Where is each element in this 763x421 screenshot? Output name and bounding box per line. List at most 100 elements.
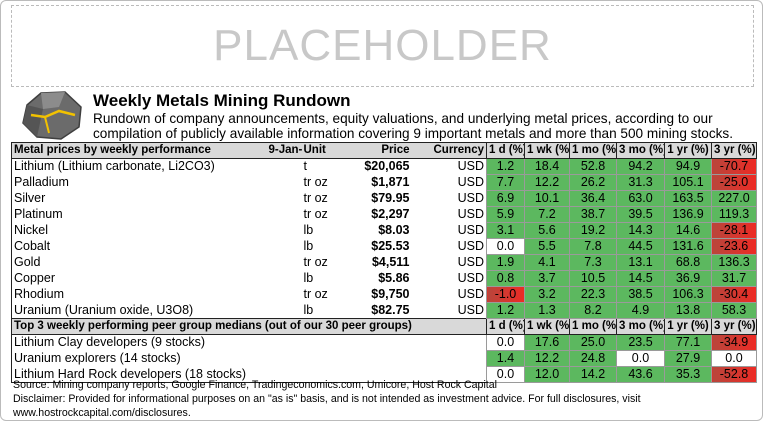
price: $79.95 [371,191,410,205]
change-cell: 38.5 [616,286,665,303]
change-cell: 3.1 [486,222,525,239]
change-cell: 22.3 [569,286,617,303]
price: $2,297 [371,207,410,221]
metal-name: Platinum [14,207,63,221]
metal-name: Nickel [14,223,49,237]
change-cell: 35.3 [664,366,712,383]
change-cell: 4.9 [616,302,665,319]
change-cell: 13.8 [664,302,712,319]
table: Metal prices by weekly performance 9-Jan-… [11,142,757,383]
currency: USD [457,191,484,205]
unit: lb [303,239,314,253]
change-cell: 7.7 [486,174,525,191]
change-cell: 14.2 [569,366,617,383]
change-cell: 14.6 [664,222,712,239]
change-cell: 58.3 [711,302,757,319]
metal-name: Copper [14,271,55,285]
metal-row: Silver tr oz $79.95 USD 6.9 10.1 36.4 63.0 163.5… [12,190,757,207]
metal-row: Palladium tr oz $1,871 USD 7.7 12.2 26.2 31.3 10… [12,174,757,191]
unit: lb [303,223,314,237]
price: $8.03 [378,223,410,237]
change-cell: -52.8 [711,366,757,383]
change-cell: 10.1 [524,190,570,207]
metal-name: Palladium [14,175,69,189]
metal-name: Uranium (Uranium oxide, U3O8) [14,302,194,317]
change-cell: 0.0 [616,350,665,367]
change-cell: 17.6 [524,334,570,351]
currency: USD [457,159,484,174]
change-cell: 5.9 [486,206,525,223]
column-header: Unit [301,142,347,159]
change-cell: -1.0 [486,286,525,303]
change-cell: 7.8 [569,238,617,255]
column-header: 9-Jan-26 [266,142,302,159]
placeholder: PLACEHOLDER [11,5,754,87]
change-cell: 0.0 [486,238,525,255]
change-cell: 0.0 [711,350,757,367]
unit: tr oz [303,175,328,189]
metal-row: Lithium (Lithium carbonate, Li2CO3) t $20,… [12,158,757,175]
unit: tr oz [303,287,328,301]
change-cell: -23.6 [711,238,757,255]
change-cell: 39.5 [616,206,665,223]
column-header: 1 wk (%) [524,142,570,159]
change-cell: 25.0 [569,334,617,351]
column-header: 1 d (%) [486,142,525,159]
change-cell: -25.0 [711,174,757,191]
change-cell: 94.9 [664,158,712,175]
change-cell: 36.4 [569,190,617,207]
change-cell: 131.6 [664,238,712,255]
metal-row: Nickel lb $8.03 USD 3.1 5.6 19.2 14.3 14.6 -28.1 [12,222,757,239]
metal-name: Gold [14,255,41,269]
peer-row: Uranium explorers (14 stocks) 1.4 12.2 24.8… [12,350,757,367]
change-cell: 12.2 [524,350,570,367]
footer: Source: Mining company reports, Google F… [13,378,762,420]
change-cell: 106.3 [664,286,712,303]
metal-row: Copper lb $5.86 USD 0.8 3.7 10.5 14.5 36.9 31.7 [12,270,757,287]
currency: USD [457,255,484,269]
price: $1,871 [371,175,410,189]
column-header: Price [346,142,412,159]
metal-row: Gold tr oz $4,511 USD 1.9 4.1 7.3 13.1 68.8 136.3 [12,254,757,271]
change-cell: 105.1 [664,174,712,191]
change-cell: -28.1 [711,222,757,239]
metal-row: Cobalt lb $25.53 USD 0.0 5.5 7.8 44.5 131.6 -23.6 [12,238,757,255]
metal-name: Lithium (Lithium carbonate, Li2CO3) [14,159,215,174]
column-header: 3 yr (%) [711,318,757,335]
change-cell: 27.9 [664,350,712,367]
change-cell: 94.2 [616,158,665,175]
unit: tr oz [303,255,328,269]
change-cell: 18.4 [524,158,570,175]
source: Source: Mining company reports, Google F… [13,379,497,391]
change-cell: 7.2 [524,206,570,223]
unit: lb [303,271,314,285]
change-cell: 68.8 [664,254,712,271]
change-cell: 163.5 [664,190,712,207]
change-cell: 19.2 [569,222,617,239]
title: Weekly Metals Mining Rundown [93,91,351,110]
change-cell: 7.3 [569,254,617,271]
change-cell: 23.5 [616,334,665,351]
column-header: 3 mo (%) [616,142,665,159]
change-cell: 3.7 [524,270,570,287]
change-cell: 5.6 [524,222,570,239]
peer-header-row: Top 3 weekly performing peer group media… [11,318,757,335]
currency: USD [457,271,484,285]
description: Rundown of company announcements, equity… [93,111,733,141]
column-header: 1 mo (%) [569,142,617,159]
column-header: 3 mo (%) [616,318,665,335]
change-cell: 1.2 [486,302,525,319]
currency: USD [457,287,484,301]
change-cell: 4.1 [524,254,570,271]
unit: lb [303,302,314,317]
change-cell: 227.0 [711,190,757,207]
change-cell: 12.0 [524,366,570,383]
metal-row: Platinum tr oz $2,297 USD 5.9 7.2 38.7 39.5 136.… [12,206,757,223]
price: $5.86 [378,271,410,285]
metal-name: Silver [14,191,46,205]
currency: USD [457,207,484,221]
peer-row: Lithium Hard Rock developers (18 stocks)… [12,366,757,383]
change-cell: 24.8 [569,350,617,367]
change-cell: 3.2 [524,286,570,303]
header-row: Metal prices by weekly performance 9-Jan-… [11,142,757,159]
